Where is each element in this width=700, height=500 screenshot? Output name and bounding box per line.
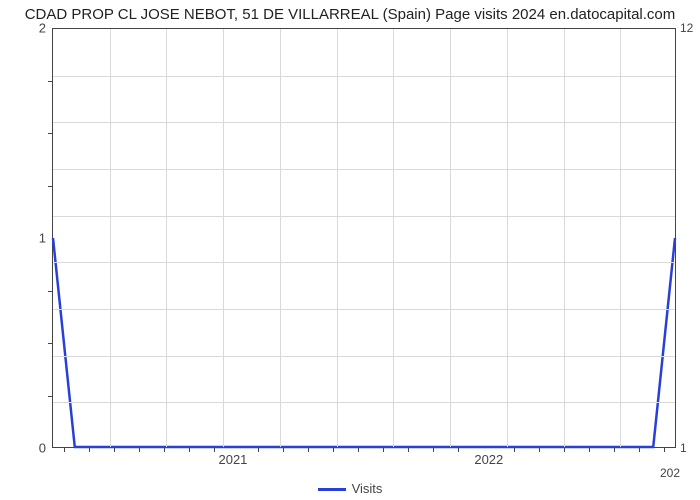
series-line bbox=[53, 29, 675, 447]
x-minor-tick bbox=[614, 448, 615, 452]
gridline-vertical bbox=[507, 29, 508, 447]
secondary-y-top: 12 bbox=[680, 21, 693, 35]
y-minor-tick bbox=[48, 186, 52, 187]
x-minor-tick bbox=[308, 448, 309, 452]
x-minor-tick bbox=[433, 448, 434, 452]
x-minor-tick bbox=[639, 448, 640, 452]
gridline-vertical bbox=[450, 29, 451, 447]
gridline-vertical bbox=[393, 29, 394, 447]
chart-title: CDAD PROP CL JOSE NEBOT, 51 DE VILLARREA… bbox=[0, 6, 700, 23]
x-minor-tick bbox=[89, 448, 90, 452]
plot-area bbox=[52, 28, 676, 448]
gridline-horizontal bbox=[53, 309, 675, 310]
x-minor-tick bbox=[214, 448, 215, 452]
x-minor-tick bbox=[358, 448, 359, 452]
gridline-horizontal bbox=[53, 169, 675, 170]
x-minor-tick bbox=[589, 448, 590, 452]
legend: Visits bbox=[0, 481, 700, 496]
y-tick-label: 1 bbox=[39, 231, 46, 246]
y-minor-tick bbox=[48, 291, 52, 292]
y-minor-tick bbox=[48, 81, 52, 82]
x-minor-tick bbox=[408, 448, 409, 452]
y-tick-label: 0 bbox=[39, 441, 46, 456]
x-minor-tick bbox=[139, 448, 140, 452]
x-minor-tick bbox=[458, 448, 459, 452]
gridline-vertical bbox=[110, 29, 111, 447]
x-minor-tick bbox=[564, 448, 565, 452]
gridline-vertical bbox=[166, 29, 167, 447]
x-minor-tick bbox=[514, 448, 515, 452]
x-tick-label: 2021 bbox=[218, 452, 247, 467]
x-tick-label: 2022 bbox=[474, 452, 503, 467]
y-minor-tick bbox=[48, 133, 52, 134]
x-minor-tick bbox=[164, 448, 165, 452]
gridline-horizontal bbox=[53, 122, 675, 123]
x-minor-tick bbox=[189, 448, 190, 452]
gridline-horizontal bbox=[53, 216, 675, 217]
x-minor-tick bbox=[664, 448, 665, 452]
gridline-vertical bbox=[564, 29, 565, 447]
gridline-horizontal bbox=[53, 402, 675, 403]
legend-label: Visits bbox=[352, 481, 383, 496]
legend-swatch bbox=[318, 488, 346, 491]
gridline-horizontal bbox=[53, 262, 675, 263]
y-tick-label: 2 bbox=[39, 21, 46, 36]
secondary-y-bottom: 1 bbox=[680, 441, 687, 455]
secondary-x-right: 202 bbox=[660, 466, 680, 480]
chart-container: CDAD PROP CL JOSE NEBOT, 51 DE VILLARREA… bbox=[0, 0, 700, 500]
gridline-vertical bbox=[223, 29, 224, 447]
gridline-horizontal bbox=[53, 356, 675, 357]
gridline-vertical bbox=[620, 29, 621, 447]
x-minor-tick bbox=[114, 448, 115, 452]
y-minor-tick bbox=[48, 343, 52, 344]
x-minor-tick bbox=[539, 448, 540, 452]
gridline-horizontal bbox=[53, 76, 675, 77]
x-minor-tick bbox=[283, 448, 284, 452]
y-minor-tick bbox=[48, 396, 52, 397]
gridline-vertical bbox=[280, 29, 281, 447]
gridline-vertical bbox=[337, 29, 338, 447]
x-minor-tick bbox=[333, 448, 334, 452]
x-minor-tick bbox=[383, 448, 384, 452]
x-minor-tick bbox=[64, 448, 65, 452]
x-minor-tick bbox=[258, 448, 259, 452]
